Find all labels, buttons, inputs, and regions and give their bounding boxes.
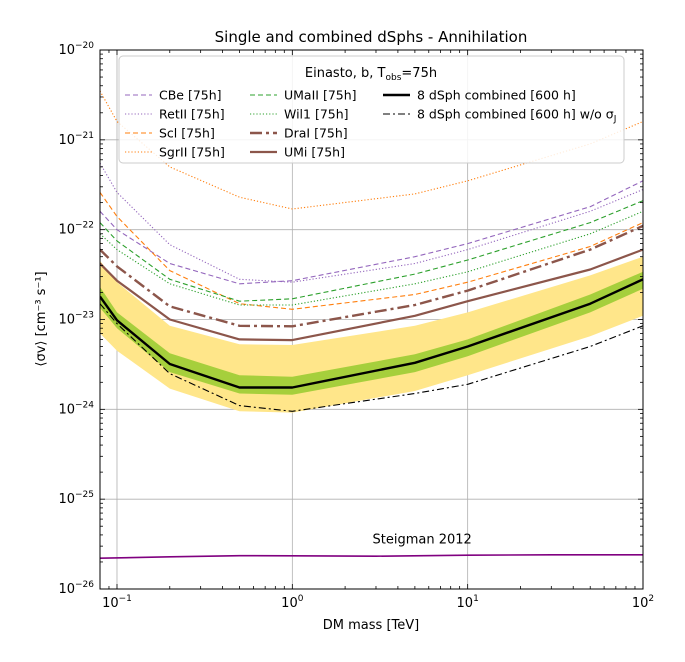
annotations: Steigman 2012 bbox=[372, 533, 471, 548]
y-tick-label: 10−22 bbox=[58, 221, 94, 238]
legend: Einasto, b, Tobs=75h CBe [75h] RetII [75h… bbox=[118, 55, 625, 164]
x-tick-label: 101 bbox=[457, 594, 479, 611]
legend-label-wil1-75h: Wil1 [75h] bbox=[284, 107, 349, 122]
y-axis-label: ⟨σv⟩ [cm⁻³ s⁻¹] bbox=[34, 271, 49, 366]
tick-marks: 10−1 100 101 102 10−26 10−25 10−24 10−23 10−22 10… bbox=[58, 41, 654, 611]
series-line-umi-75h bbox=[100, 248, 643, 342]
legend-title: Einasto, b, Tobs=75h bbox=[305, 66, 437, 83]
band-68-containment bbox=[100, 271, 643, 395]
x-tick-label: 100 bbox=[281, 594, 304, 611]
legend-label-sgrii-75h: SgrII [75h] bbox=[159, 145, 225, 160]
legend-label-drai-75h: DraI [75h] bbox=[284, 126, 348, 141]
legend-label-8-dsph-combined-600-h-w-o-j: 8 dSph combined [600 h] w/o σJ bbox=[417, 107, 616, 125]
x-axis-label: DM mass [TeV] bbox=[323, 618, 419, 633]
y-tick-label: 10−24 bbox=[58, 400, 94, 417]
data-series bbox=[100, 90, 643, 559]
legend-label-8-dsph-combined-600-h: 8 dSph combined [600 h] bbox=[417, 88, 576, 103]
series-line-steigman-2012 bbox=[100, 553, 643, 559]
legend-label-cbe-75h: CBe [75h] bbox=[159, 88, 222, 103]
series-line-8-dsph-combined-600-h bbox=[100, 278, 643, 389]
y-tick-label: 10−25 bbox=[58, 490, 94, 507]
series-line-scl-75h bbox=[100, 192, 643, 310]
legend-label-umaii-75h: UMaII [75h] bbox=[284, 88, 357, 103]
chart-title: Single and combined dSphs - Annihilation bbox=[215, 28, 528, 46]
series-line-8-dsph-combined-600-h-w-o-j bbox=[100, 303, 643, 412]
band-95-containment bbox=[100, 256, 643, 413]
y-tick-label: 10−20 bbox=[58, 41, 94, 58]
y-tick-label: 10−23 bbox=[58, 311, 94, 328]
legend-label-scl-75h: Scl [75h] bbox=[159, 126, 215, 141]
x-tick-label: 10−1 bbox=[102, 594, 132, 611]
legend-label-retii-75h: RetII [75h] bbox=[159, 107, 225, 122]
series-line-drai-75h bbox=[100, 224, 643, 328]
sensitivity-bands bbox=[100, 256, 643, 413]
legend-entries: CBe [75h] RetII [75h] Scl [75h] SgrII [75h]… bbox=[125, 88, 616, 160]
series-line-umaii-75h bbox=[100, 200, 643, 302]
x-tick-label: 102 bbox=[632, 594, 654, 611]
y-tick-label: 10−26 bbox=[58, 580, 94, 597]
y-tick-label: 10−21 bbox=[58, 131, 94, 148]
legend-label-umi-75h: UMi [75h] bbox=[284, 145, 345, 160]
legend-box bbox=[118, 55, 625, 164]
series-line-wil1-75h bbox=[100, 210, 643, 306]
series-line-retii-75h bbox=[100, 162, 643, 283]
annotation-steigman-2012: Steigman 2012 bbox=[372, 533, 471, 548]
